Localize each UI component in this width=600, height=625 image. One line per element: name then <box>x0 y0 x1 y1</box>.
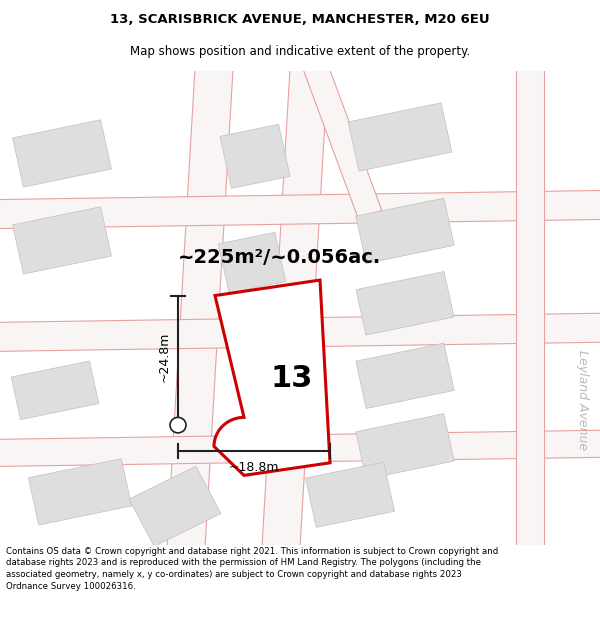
Bar <box>356 271 454 335</box>
Text: Contains OS data © Crown copyright and database right 2021. This information is : Contains OS data © Crown copyright and d… <box>6 547 498 591</box>
Polygon shape <box>214 280 330 476</box>
Bar <box>220 124 290 188</box>
Polygon shape <box>0 430 600 467</box>
Bar <box>305 462 395 528</box>
Text: Leyland Avenue: Leyland Avenue <box>575 350 589 450</box>
Bar <box>356 414 454 479</box>
Text: 13, SCARISBRICK AVENUE, MANCHESTER, M20 6EU: 13, SCARISBRICK AVENUE, MANCHESTER, M20 … <box>110 14 490 26</box>
Bar <box>11 361 99 419</box>
Polygon shape <box>0 313 600 352</box>
Polygon shape <box>166 51 234 566</box>
Polygon shape <box>0 190 600 229</box>
Bar <box>28 459 131 525</box>
Polygon shape <box>516 52 544 564</box>
Bar <box>129 466 221 546</box>
Bar <box>348 103 452 171</box>
Text: Map shows position and indicative extent of the property.: Map shows position and indicative extent… <box>130 45 470 58</box>
Bar <box>356 343 454 409</box>
Polygon shape <box>298 48 382 218</box>
Text: ~18.8m: ~18.8m <box>229 461 279 474</box>
Bar <box>218 232 286 293</box>
Bar <box>13 120 112 187</box>
Text: ~225m²/~0.056ac.: ~225m²/~0.056ac. <box>178 248 382 268</box>
Text: 13: 13 <box>271 364 313 393</box>
Text: ~24.8m: ~24.8m <box>157 331 170 382</box>
Bar <box>13 207 112 274</box>
Polygon shape <box>261 51 329 566</box>
Bar <box>356 198 454 264</box>
Circle shape <box>170 418 186 433</box>
